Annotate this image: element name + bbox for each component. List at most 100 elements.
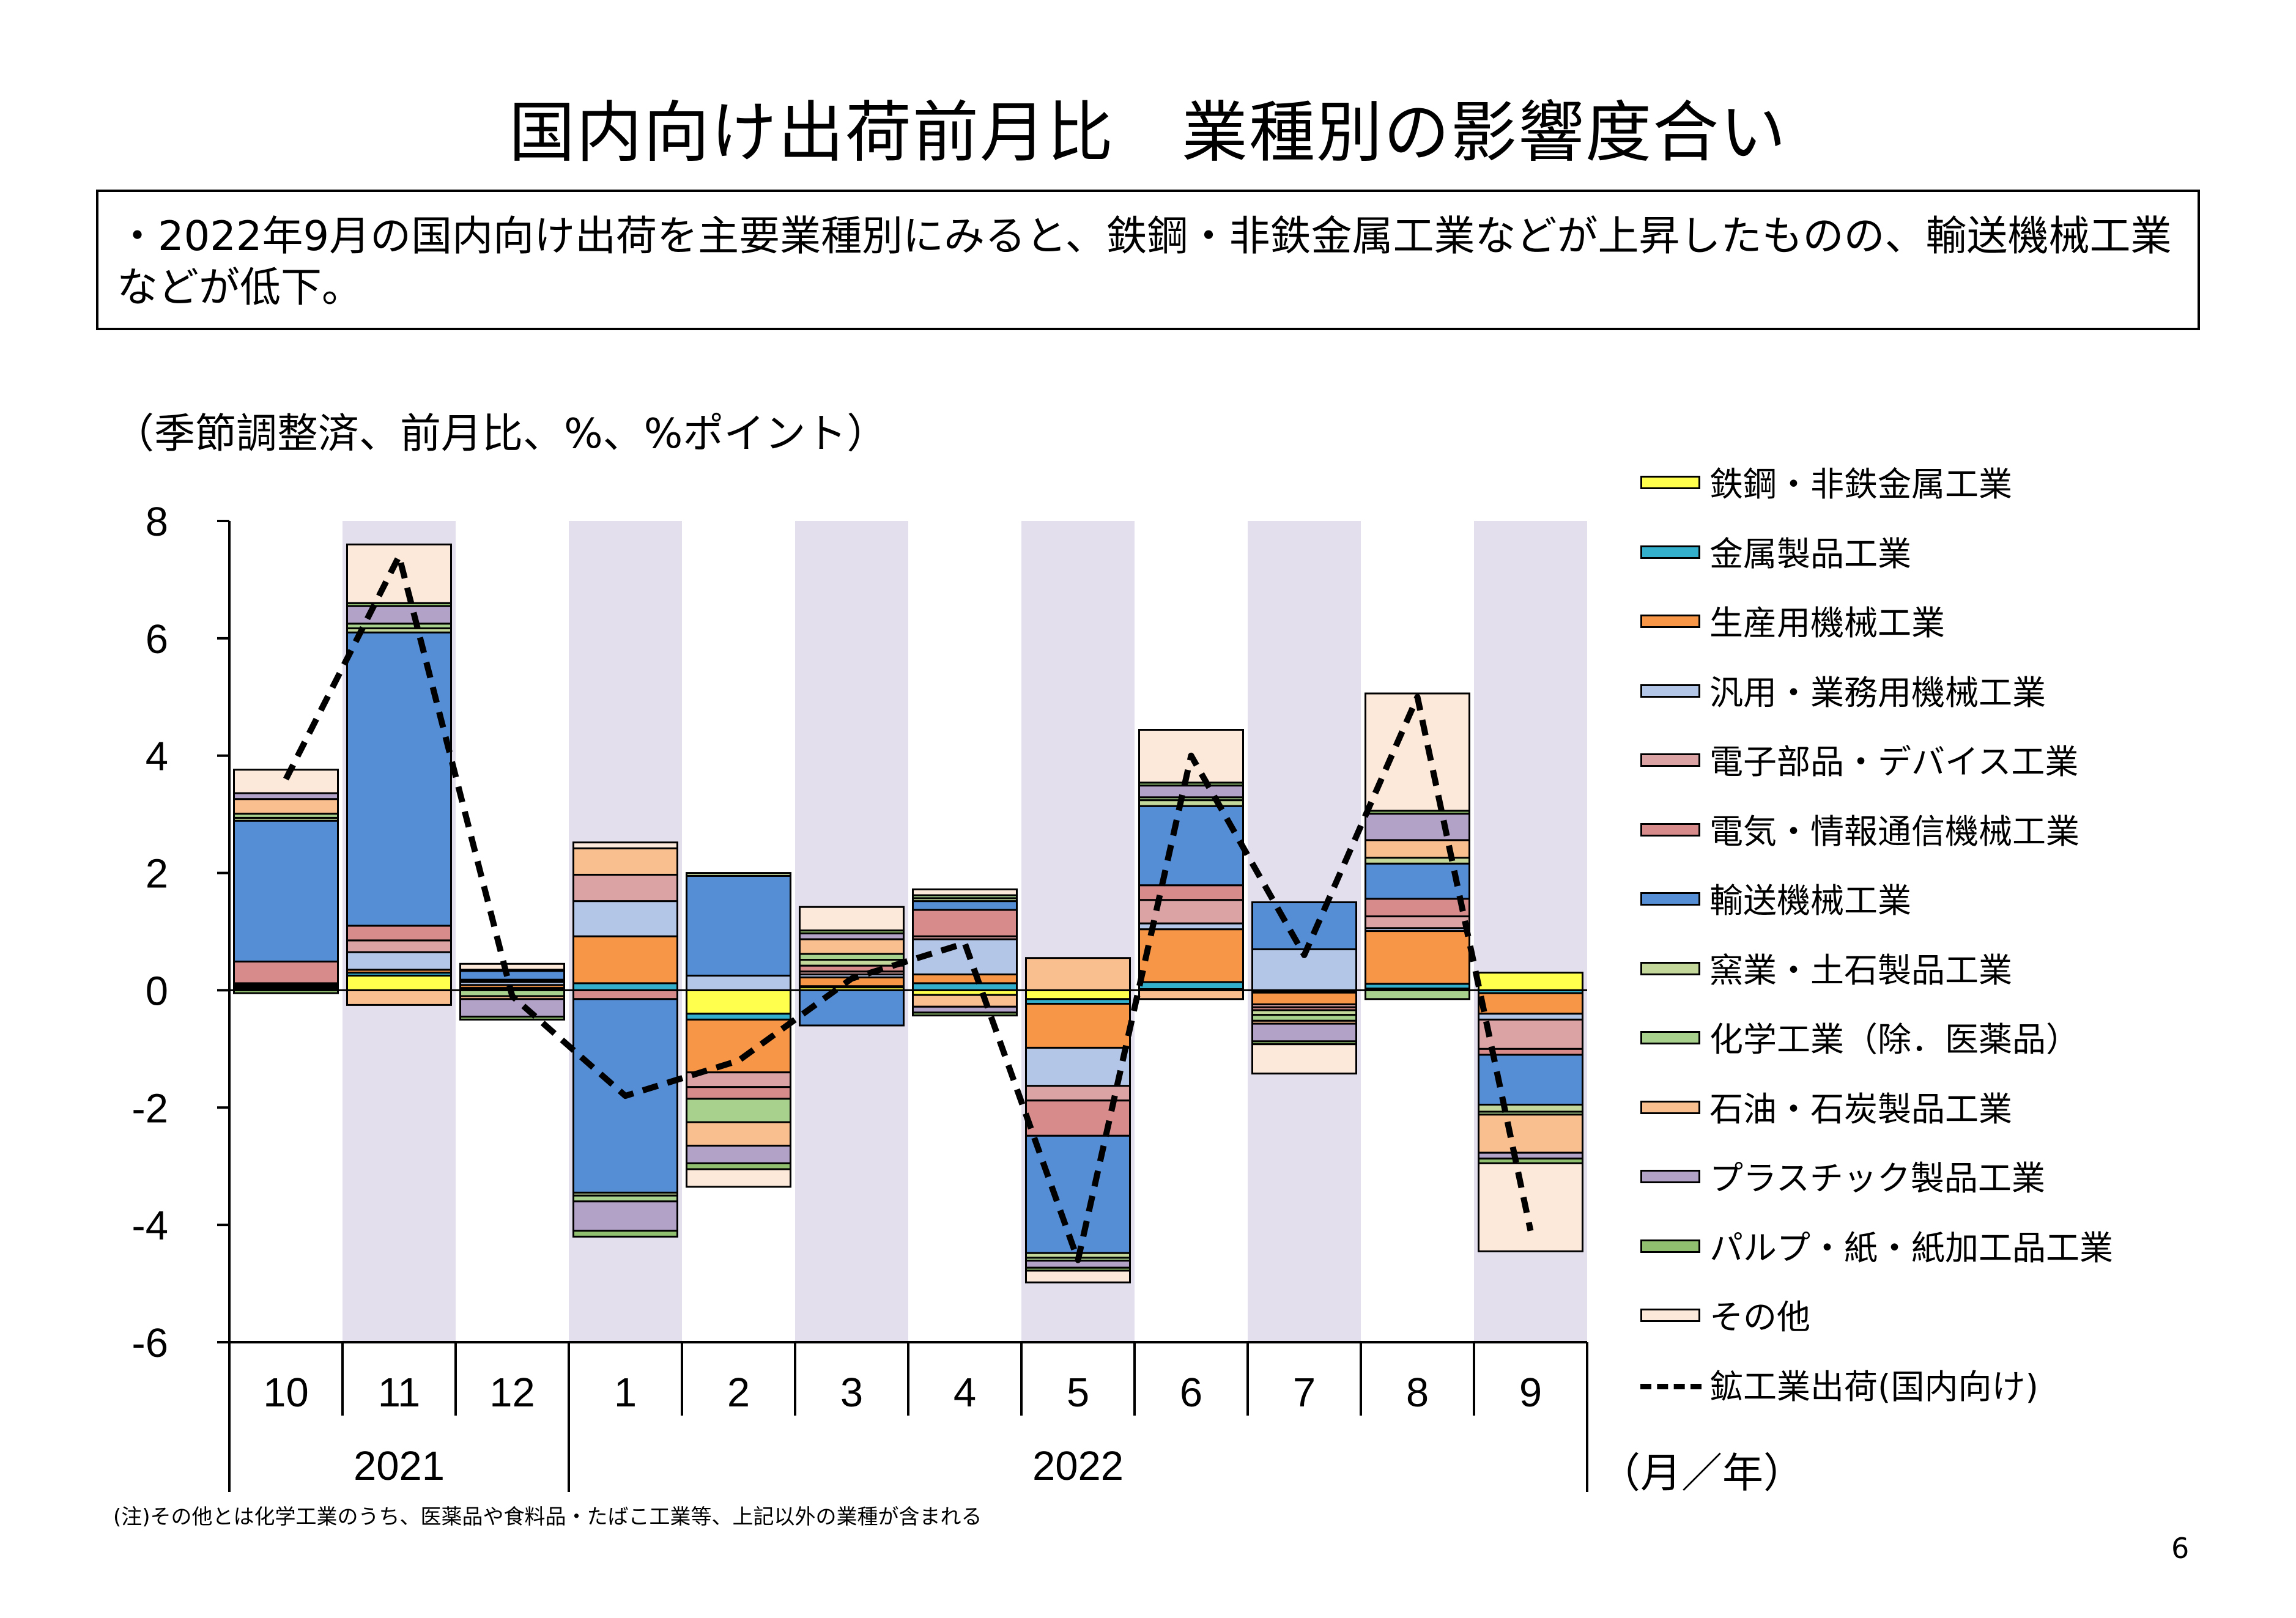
bar-segment — [912, 994, 1018, 1008]
legend-item: 鉄鋼・非鉄金属工業 — [1640, 460, 2191, 509]
bar-segment — [912, 982, 1018, 991]
legend-label: 化学工業（除．医薬品） — [1709, 1020, 2080, 1059]
x-tick-label: 10 — [263, 1370, 309, 1416]
axis-layer — [217, 520, 1588, 1492]
bar-segment — [459, 1016, 565, 1021]
bar-segment — [1138, 899, 1244, 925]
x-tick-label: 3 — [840, 1370, 863, 1416]
legend-item: その他 — [1640, 1293, 2191, 1342]
bar-segment — [686, 1168, 791, 1188]
bar-segment — [1251, 991, 1357, 1005]
x-tick-label: 7 — [1293, 1370, 1316, 1416]
line-layer — [283, 553, 1534, 1263]
x-tick-label: 6 — [1180, 1370, 1202, 1416]
bar-segment — [233, 960, 339, 984]
bar-segment — [1025, 1269, 1131, 1284]
bar-segment — [912, 888, 1018, 896]
legend-label: 鉱工業出荷(国内向け) — [1709, 1367, 2039, 1406]
y-tick-label: 0 — [146, 968, 168, 1014]
bar-segment — [1138, 981, 1244, 991]
legend-item: 汎用・業務用機械工業 — [1640, 668, 2191, 717]
legend-item: 窯業・土石製品工業 — [1640, 946, 2191, 995]
y-tick-label: 4 — [146, 734, 168, 780]
y-unit-label: （季節調整済、前月比、%、%ポイント） — [113, 410, 888, 457]
page-number: 6 — [2171, 1532, 2190, 1565]
bar-segment — [686, 974, 791, 991]
legend-label: 生産用機械工業 — [1709, 604, 1946, 643]
bar-segment — [572, 841, 678, 849]
y-tick-label: 2 — [146, 851, 168, 897]
bar-segment — [1251, 1043, 1357, 1075]
bar-segment — [572, 989, 678, 1000]
bar-segment — [1025, 957, 1131, 991]
bar-segment — [1365, 989, 1470, 1000]
bar-segment — [799, 938, 905, 955]
x-unit-label: （月／年） — [1599, 1449, 1804, 1497]
legend-swatch — [1640, 892, 1700, 906]
legend-label: プラスチック製品工業 — [1709, 1159, 2045, 1198]
x-tick-label: 11 — [378, 1370, 421, 1416]
bar-segment — [346, 974, 452, 991]
y-tick-label: -4 — [131, 1203, 168, 1249]
legend-label: 電気・情報通信機械工業 — [1709, 811, 2080, 851]
legend-item: 電子部品・デバイス工業 — [1640, 737, 2191, 786]
legend-label: 電子部品・デバイス工業 — [1709, 742, 2079, 781]
legend-swatch — [1640, 1100, 1700, 1114]
bar-segment — [686, 872, 791, 877]
bar-segment — [233, 798, 339, 815]
legend-item: 石油・石炭製品工業 — [1640, 1085, 2191, 1134]
legend-line-swatch — [1640, 1383, 1702, 1389]
bar-segment — [799, 906, 905, 932]
y-tick-label: -6 — [131, 1320, 168, 1366]
bar-segment — [459, 970, 565, 981]
bar-segment — [572, 1200, 678, 1232]
y-tick-label: -2 — [131, 1085, 168, 1131]
bar-segment — [572, 982, 678, 991]
bar-segment — [1025, 1134, 1131, 1254]
x-tick-label: 9 — [1519, 1370, 1542, 1416]
bar-segment — [1025, 989, 1131, 1000]
bar-segment — [686, 989, 791, 1015]
legend-label: 石油・石炭製品工業 — [1709, 1089, 2013, 1129]
legend-swatch — [1640, 1239, 1700, 1253]
bar-segment — [346, 543, 452, 604]
bar-segment — [572, 873, 678, 903]
legend-swatch — [1640, 822, 1700, 837]
line-series-shipments — [283, 553, 1534, 1263]
bar-segment — [1478, 1054, 1583, 1106]
bar-segment — [912, 909, 1018, 937]
bar-segment — [686, 1121, 791, 1147]
y-tick-label: 6 — [146, 616, 168, 662]
summary-box: ・2022年9月の国内向け出荷を主要業種別にみると、鉄鋼・非鉄金属工業などが上昇… — [96, 190, 2200, 330]
bar-segment — [1365, 930, 1470, 985]
bar-segment — [1365, 692, 1470, 812]
footnote: (注)その他とは化学工業のうち、医薬品や食料品・たばこ工業等、上記以外の業種が含… — [113, 1505, 982, 1529]
bar-segment — [346, 925, 452, 942]
bar-segment — [1365, 862, 1470, 900]
y-tick-label: 8 — [146, 499, 168, 545]
bar-segment — [686, 1145, 791, 1164]
bar-segment — [686, 1098, 791, 1123]
bar-segment — [1251, 1022, 1357, 1043]
bar-segment — [1478, 992, 1583, 1015]
bar-segment — [912, 973, 1018, 984]
legend-swatch — [1640, 961, 1700, 975]
page-title: 国内向け出荷前月比 業種別の影響度合い — [508, 95, 1787, 171]
legend-label: 金属製品工業 — [1709, 534, 1912, 574]
legend-label: 窯業・土石製品工業 — [1709, 950, 2013, 990]
bar-segment — [572, 1230, 678, 1238]
bar-segment — [346, 951, 452, 971]
legend-label: パルプ・紙・紙加工品工業 — [1709, 1228, 2114, 1268]
bar-segment — [346, 631, 452, 927]
bar-segment — [1365, 915, 1470, 929]
legend-label: 汎用・業務用機械工業 — [1709, 673, 2046, 712]
legend-swatch — [1640, 476, 1700, 489]
bar-segment — [572, 847, 678, 876]
legend-swatch — [1640, 1170, 1700, 1183]
bar-segment — [572, 935, 678, 984]
bar-segment — [1478, 1162, 1583, 1252]
x-tick-label: 2 — [727, 1370, 750, 1416]
legend-label: 鉄鋼・非鉄金属工業 — [1709, 465, 2013, 504]
bar-segment — [1138, 805, 1244, 887]
bar-segment — [1138, 989, 1244, 1000]
